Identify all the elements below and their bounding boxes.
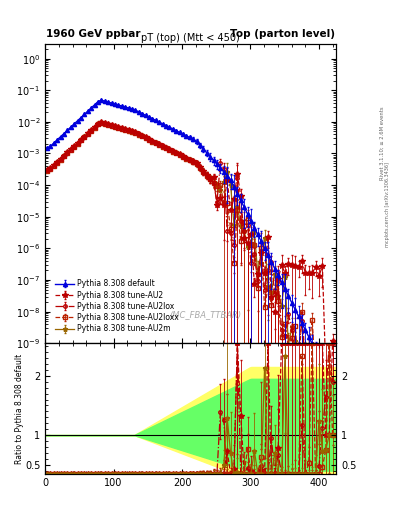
Text: (MC_FBA_TTBAR): (MC_FBA_TTBAR) — [169, 310, 241, 319]
Title: pT (top) (Mtt < 450): pT (top) (Mtt < 450) — [141, 33, 240, 42]
Y-axis label: Ratio to Pythia 8.308 default: Ratio to Pythia 8.308 default — [15, 353, 24, 463]
Text: Rivet 3.1.10; ≥ 2.6M events: Rivet 3.1.10; ≥ 2.6M events — [380, 106, 384, 180]
Legend: Pythia 8.308 default, Pythia 8.308 tune-AU2, Pythia 8.308 tune-AU2lox, Pythia 8.: Pythia 8.308 default, Pythia 8.308 tune-… — [52, 276, 182, 336]
Text: 1960 GeV ppbar: 1960 GeV ppbar — [46, 29, 141, 39]
Text: mcplots.cern.ch [arXiv:1306.3436]: mcplots.cern.ch [arXiv:1306.3436] — [385, 162, 389, 247]
Text: Top (parton level): Top (parton level) — [230, 29, 335, 39]
